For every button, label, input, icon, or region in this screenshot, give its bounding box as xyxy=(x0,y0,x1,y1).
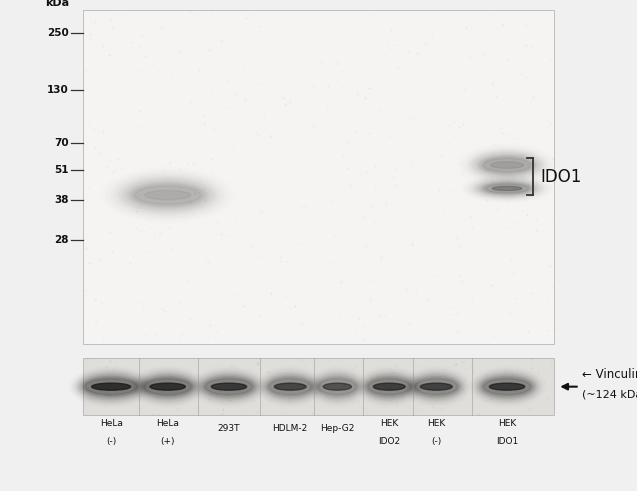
Ellipse shape xyxy=(85,379,137,395)
Ellipse shape xyxy=(492,187,522,191)
Ellipse shape xyxy=(486,184,528,192)
Ellipse shape xyxy=(482,377,533,396)
Ellipse shape xyxy=(482,157,533,173)
Ellipse shape xyxy=(480,376,534,397)
Ellipse shape xyxy=(410,375,462,399)
Ellipse shape xyxy=(478,375,536,399)
Ellipse shape xyxy=(78,373,145,400)
Ellipse shape xyxy=(412,376,461,397)
Text: 250: 250 xyxy=(47,28,69,38)
Ellipse shape xyxy=(200,375,257,399)
Ellipse shape xyxy=(483,379,531,395)
Text: 38: 38 xyxy=(54,195,69,205)
Ellipse shape xyxy=(420,383,452,390)
Text: (-): (-) xyxy=(106,437,116,446)
Ellipse shape xyxy=(318,379,356,395)
Text: kDa: kDa xyxy=(45,0,69,7)
Text: HeLa: HeLa xyxy=(99,419,122,428)
Ellipse shape xyxy=(139,375,196,399)
Ellipse shape xyxy=(363,375,415,399)
Ellipse shape xyxy=(199,373,259,400)
Bar xyxy=(83,10,554,344)
Text: IDO2: IDO2 xyxy=(378,437,400,446)
Text: 70: 70 xyxy=(54,138,69,148)
Ellipse shape xyxy=(266,376,315,397)
Ellipse shape xyxy=(204,377,254,396)
Ellipse shape xyxy=(366,377,412,396)
Ellipse shape xyxy=(82,376,141,397)
Text: 130: 130 xyxy=(47,85,69,95)
Ellipse shape xyxy=(134,186,201,204)
Text: Hep-G2: Hep-G2 xyxy=(320,424,355,433)
Ellipse shape xyxy=(137,373,198,400)
Text: ← Vinculin: ← Vinculin xyxy=(582,368,637,381)
Text: HEK: HEK xyxy=(380,419,398,428)
Text: IDO1: IDO1 xyxy=(496,437,518,446)
Ellipse shape xyxy=(365,376,413,397)
Text: (+): (+) xyxy=(161,437,175,446)
Text: HeLa: HeLa xyxy=(156,419,179,428)
Ellipse shape xyxy=(211,383,247,390)
Ellipse shape xyxy=(275,383,306,390)
Text: IDO1: IDO1 xyxy=(541,168,582,186)
Ellipse shape xyxy=(150,383,185,390)
Ellipse shape xyxy=(490,162,524,168)
Ellipse shape xyxy=(489,383,525,390)
Ellipse shape xyxy=(269,379,311,395)
Ellipse shape xyxy=(413,377,459,396)
Ellipse shape xyxy=(80,375,143,399)
Ellipse shape xyxy=(83,377,139,396)
Text: 28: 28 xyxy=(54,235,69,245)
Ellipse shape xyxy=(205,379,252,395)
Ellipse shape xyxy=(141,376,195,397)
Text: (-): (-) xyxy=(431,437,441,446)
Ellipse shape xyxy=(484,184,530,193)
Ellipse shape xyxy=(481,182,533,194)
Text: HDLM-2: HDLM-2 xyxy=(273,424,308,433)
Text: HEK: HEK xyxy=(498,419,516,428)
Bar xyxy=(83,358,554,415)
Ellipse shape xyxy=(315,375,361,399)
Ellipse shape xyxy=(323,383,352,390)
Text: 293T: 293T xyxy=(218,424,240,433)
Text: HEK: HEK xyxy=(427,419,445,428)
Ellipse shape xyxy=(143,377,193,396)
Ellipse shape xyxy=(144,379,191,395)
Text: (~124 kDa): (~124 kDa) xyxy=(582,389,637,399)
Ellipse shape xyxy=(317,377,357,396)
Ellipse shape xyxy=(479,182,535,195)
Ellipse shape xyxy=(368,379,410,395)
Ellipse shape xyxy=(92,383,131,390)
Text: 51: 51 xyxy=(54,165,69,175)
Ellipse shape xyxy=(483,159,531,172)
Ellipse shape xyxy=(264,375,316,399)
Ellipse shape xyxy=(373,383,405,390)
Ellipse shape xyxy=(202,376,256,397)
Ellipse shape xyxy=(145,191,190,200)
Ellipse shape xyxy=(268,377,313,396)
Ellipse shape xyxy=(415,379,457,395)
Ellipse shape xyxy=(482,183,532,194)
Ellipse shape xyxy=(316,376,359,397)
Ellipse shape xyxy=(476,373,538,400)
